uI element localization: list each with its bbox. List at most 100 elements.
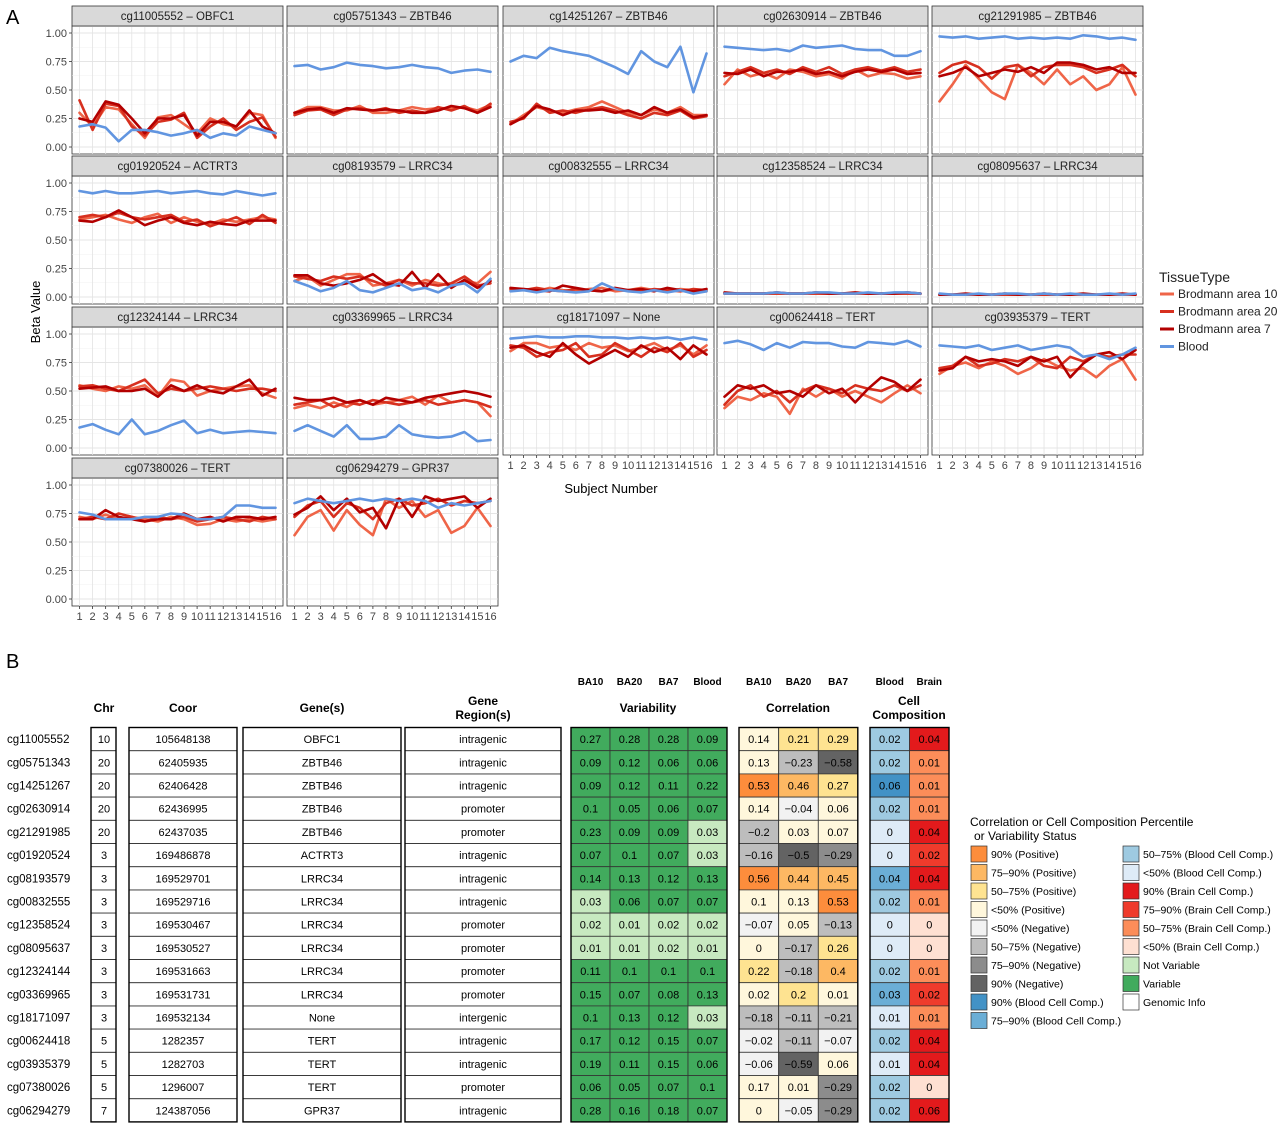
tissue-legend: TissueType Brodmann area 10 Brodmann area … xyxy=(1159,269,1278,354)
variability-value: 0.09 xyxy=(580,757,601,769)
series-line xyxy=(938,61,1137,78)
brain-composition-value: 0 xyxy=(926,1082,932,1094)
cell-region: intragenic xyxy=(459,734,507,746)
correlation-value: 0.1 xyxy=(751,897,766,909)
correlation-value: −0.59 xyxy=(785,1059,813,1071)
cell-chr: 3 xyxy=(101,943,107,955)
blood-composition-value: 0 xyxy=(887,943,893,955)
cell-gene: TERT xyxy=(308,1036,337,1048)
facet-strip xyxy=(286,306,499,328)
correlation-value: 0.01 xyxy=(827,989,848,1001)
blood-composition-value: 0.02 xyxy=(879,966,900,978)
subheader-correlation: BA20 xyxy=(786,677,812,688)
series-line xyxy=(509,281,708,295)
variability-value: 0.1 xyxy=(700,1082,715,1094)
facet-title: cg03369965 – LRRC34 xyxy=(332,312,453,324)
variability-value: 0.12 xyxy=(658,873,679,885)
x-tick-label: 15 xyxy=(687,460,699,472)
variability-value: 0.07 xyxy=(619,989,640,1001)
table-legend-swatch xyxy=(1122,993,1140,1011)
subheader-variability: BA20 xyxy=(617,677,643,688)
x-tick-label: 4 xyxy=(116,611,122,623)
cell-gene: TERT xyxy=(308,1059,337,1071)
table-legend-swatch xyxy=(1122,882,1140,900)
y-tick-label: 0.00 xyxy=(46,594,67,606)
variability-value: 0.07 xyxy=(697,804,718,816)
legend-label: Brodmann area 10 xyxy=(1178,287,1278,301)
table-row: cg08193579 3 169529701 LRRC34 intragenic 0.14… xyxy=(7,866,950,891)
brain-composition-value: 0.04 xyxy=(919,873,940,885)
facet-title: cg18171097 – None xyxy=(557,312,661,324)
x-tick-label: 2 xyxy=(950,460,956,472)
subheader-variability: Blood xyxy=(693,677,721,688)
table-legend-label: <50% (Blood Cell Comp.) xyxy=(1143,868,1262,880)
x-tick-label: 13 xyxy=(875,460,887,472)
brain-composition-value: 0 xyxy=(926,920,932,932)
header-variability: Variability xyxy=(620,701,677,715)
blood-composition-value: 0.01 xyxy=(879,1059,900,1071)
correlation-value: −0.02 xyxy=(745,1036,773,1048)
facet-strip xyxy=(286,5,499,27)
table-row: cg01920524 3 169486878 ACTRT3 intragenic 0.07… xyxy=(7,843,950,868)
brain-composition-value: 0.04 xyxy=(919,1059,940,1071)
cell-chr: 7 xyxy=(101,1105,107,1117)
variability-value: 0.01 xyxy=(619,920,640,932)
correlation-value: 0.02 xyxy=(748,989,769,1001)
variability-value: 0.06 xyxy=(697,757,718,769)
y-tick-label: 0.50 xyxy=(46,85,67,97)
cell-region: intragenic xyxy=(459,1059,507,1071)
correlation-value: 0.27 xyxy=(827,781,848,793)
cell-gene: LRRC34 xyxy=(301,943,343,955)
series-line xyxy=(509,334,708,342)
table-legend-swatch xyxy=(1122,938,1140,955)
blood-composition-value: 0.02 xyxy=(879,804,900,816)
cell-region: intragenic xyxy=(459,897,507,909)
correlation-value: 0.53 xyxy=(827,897,848,909)
correlation-value: 0.14 xyxy=(748,804,769,816)
cell-chr: 3 xyxy=(101,873,107,885)
subheader-correlation: BA10 xyxy=(746,677,772,688)
x-tick-label: 2 xyxy=(90,611,96,623)
cell-region: promoter xyxy=(461,989,505,1001)
brain-composition-value: 0.01 xyxy=(919,966,940,978)
facet-strip xyxy=(71,457,284,479)
correlation-value: −0.29 xyxy=(824,1105,852,1117)
header-gene-region: Gene xyxy=(468,694,498,708)
series-line xyxy=(938,60,1137,80)
variability-value: 0.06 xyxy=(658,757,679,769)
row-cpg-label: cg08095637 xyxy=(7,943,70,955)
brain-composition-value: 0.01 xyxy=(919,1013,940,1025)
variability-value: 0.07 xyxy=(658,897,679,909)
variability-value: 0.1 xyxy=(583,1013,598,1025)
x-tick-label: 11 xyxy=(204,611,215,623)
correlation-value: −0.11 xyxy=(785,1013,812,1025)
variability-value: 0.06 xyxy=(619,897,640,909)
x-tick-label: 2 xyxy=(305,611,311,623)
table-legend-swatch xyxy=(970,956,988,974)
correlation-value: 0.46 xyxy=(788,781,809,793)
table-row: cg06294279 7 124387056 GPR37 intragenic 0.28 0… xyxy=(7,1098,950,1123)
x-tick-label: 14 xyxy=(888,460,900,472)
header-gene-region: Region(s) xyxy=(455,708,510,722)
series-line xyxy=(938,33,1137,42)
x-tick-label: 7 xyxy=(800,460,806,472)
header-cell-composition: Cell xyxy=(898,694,920,708)
variability-value: 0.01 xyxy=(697,943,718,955)
variability-value: 0.19 xyxy=(580,1059,601,1071)
x-tick-label: 14 xyxy=(1103,460,1115,472)
cell-chr: 3 xyxy=(101,850,107,862)
facet-strip xyxy=(502,5,715,27)
variability-value: 0.03 xyxy=(697,1013,718,1025)
variability-value: 0.12 xyxy=(658,1013,679,1025)
row-cpg-label: cg07380026 xyxy=(7,1082,70,1094)
series-line xyxy=(78,122,277,143)
x-tick-label: 15 xyxy=(471,611,483,623)
variability-value: 0.09 xyxy=(580,781,601,793)
blood-composition-value: 0.02 xyxy=(879,1036,900,1048)
table-row: cg12358524 3 169530467 LRRC34 promoter 0.02 0.… xyxy=(7,912,950,937)
variability-value: 0.13 xyxy=(697,873,718,885)
variability-value: 0.1 xyxy=(700,966,715,978)
correlation-value: −0.5 xyxy=(788,850,810,862)
